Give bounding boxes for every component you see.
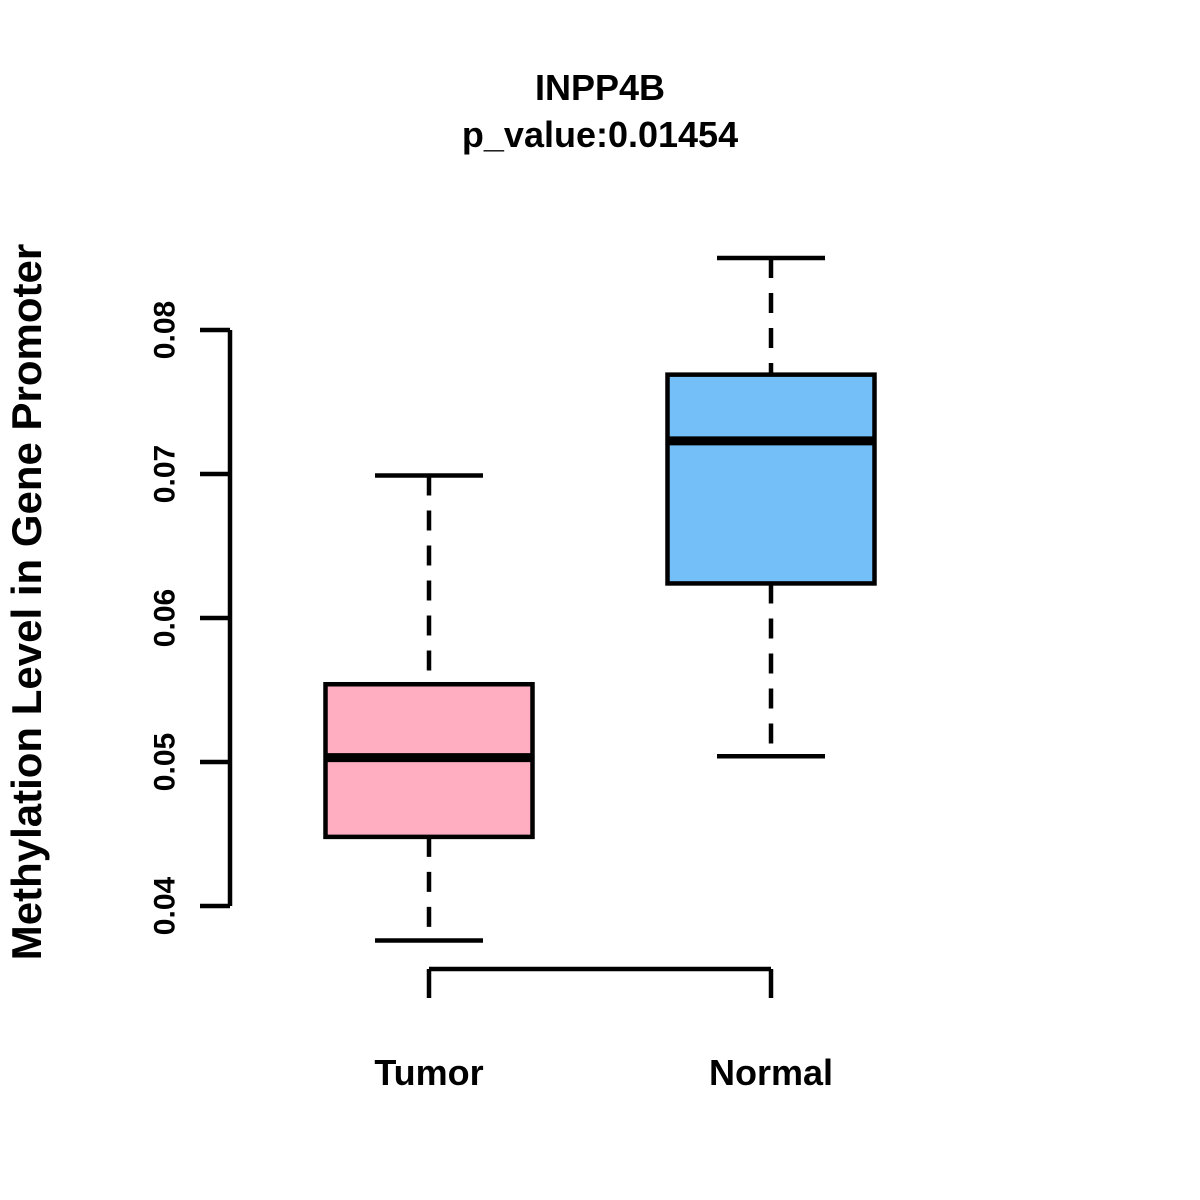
- chart-subtitle: p_value:0.01454: [461, 114, 739, 155]
- y-tick-label: 0.05: [149, 733, 182, 791]
- y-tick-label: 0.08: [149, 301, 182, 359]
- x-label-normal: Normal: [709, 1052, 833, 1093]
- x-label-tumor: Tumor: [374, 1052, 483, 1093]
- box-normal: [665, 372, 877, 586]
- y-tick-label: 0.04: [149, 876, 182, 935]
- y-tick-label: 0.06: [149, 589, 182, 647]
- title-block: INPP4B p_value:0.01454: [0, 64, 1200, 158]
- chart-title: INPP4B: [534, 67, 666, 108]
- y-tick-label: 0.07: [149, 445, 182, 503]
